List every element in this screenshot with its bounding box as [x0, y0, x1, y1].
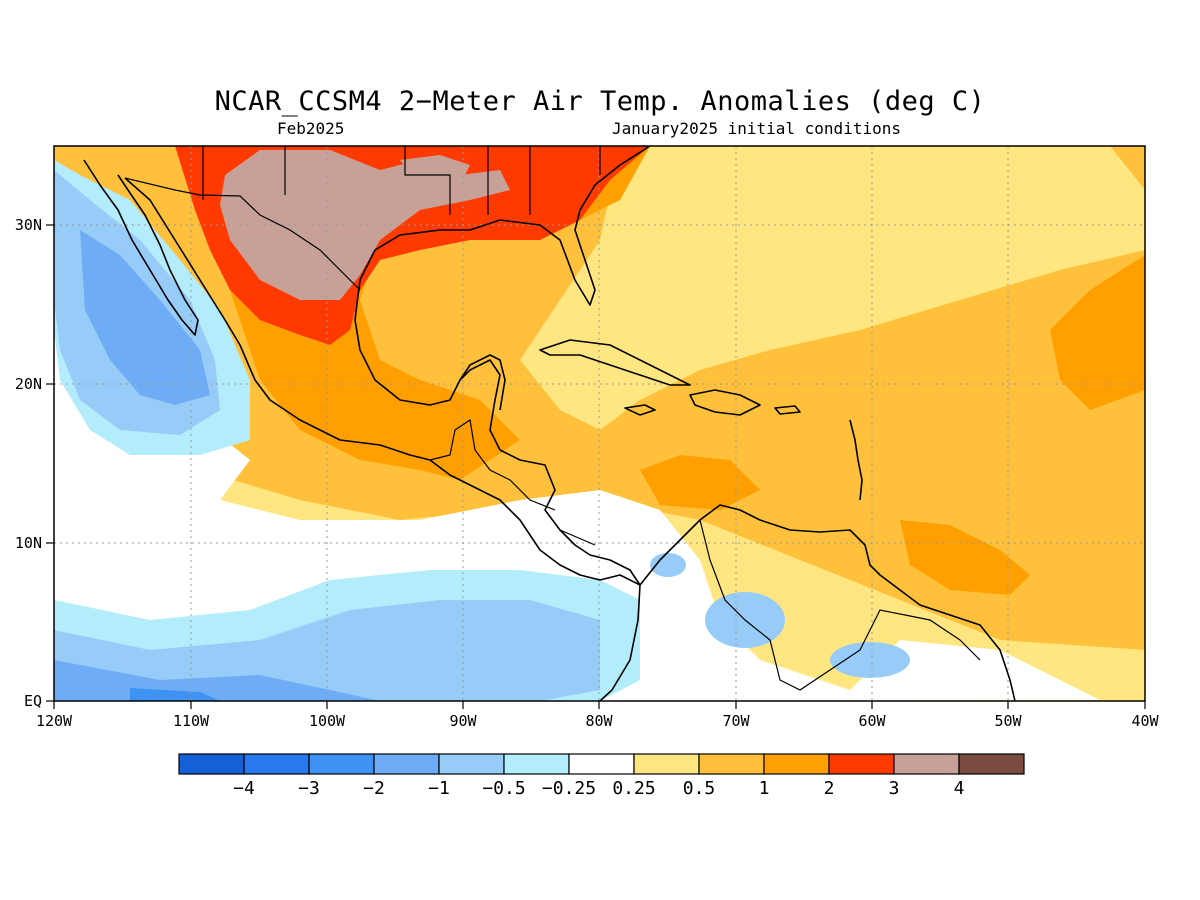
colorbar-label-5: −0.25 — [542, 778, 596, 799]
coast-gulf-mexico — [354, 146, 651, 451]
lon-label-90w: 90W — [449, 712, 477, 730]
lat-label-20n: 20N — [15, 375, 42, 393]
colorbar-label-0: −4 — [233, 778, 255, 799]
field-rose-texas — [220, 150, 510, 300]
colorbar-swatch-1 — [243, 753, 310, 775]
axis-ticks — [46, 224, 1146, 709]
colorbar-label-11: 4 — [954, 778, 965, 799]
lon-label-100w: 100W — [309, 712, 346, 730]
border-us-states — [202, 146, 601, 215]
lon-label-80w: 80W — [585, 712, 613, 730]
lat-label-10n: 10N — [15, 534, 42, 552]
coast-puerto-rico — [774, 405, 801, 415]
lon-label-120w: 120W — [36, 712, 73, 730]
colorbar-swatch-0 — [178, 753, 245, 775]
valid-month-label: Feb2025 — [277, 119, 345, 138]
colorbar-swatch-2 — [308, 753, 375, 775]
political-borders — [124, 146, 981, 691]
field-cool-core-2 — [130, 688, 220, 701]
field-light-yellow-north — [520, 146, 1145, 430]
colorbar-swatch-5 — [503, 753, 570, 775]
colorbar-label-9: 2 — [824, 778, 835, 799]
colorbar-label-8: 1 — [759, 778, 770, 799]
coast-baja-california — [83, 159, 199, 336]
anomaly-field — [54, 146, 1145, 701]
colorbar-label-4: −0.5 — [482, 778, 525, 799]
colorbar-swatch-10 — [828, 753, 895, 775]
colorbar-swatch-3 — [373, 753, 440, 775]
field-rose-east — [400, 155, 470, 185]
coast-hispaniola — [689, 389, 761, 416]
colorbar-swatch-9 — [763, 753, 830, 775]
colorbar-swatch-7 — [633, 753, 700, 775]
lon-label-40w: 40W — [1131, 712, 1159, 730]
lon-label-110w: 110W — [173, 712, 210, 730]
coast-cuba — [539, 339, 691, 386]
lon-label-60w: 60W — [858, 712, 886, 730]
field-cool-patch-panama — [650, 553, 686, 577]
coast-yucatan — [459, 354, 506, 411]
colorbar-swatch-4 — [438, 753, 505, 775]
lat-label-eq: EQ — [24, 692, 42, 710]
colorbar-label-10: 3 — [889, 778, 900, 799]
lon-label-70w: 70W — [722, 712, 750, 730]
colorbar-label-1: −3 — [298, 778, 320, 799]
field-orange-atlantic-south — [900, 520, 1030, 595]
lon-labels: 120W 110W 100W 90W 80W 70W 60W 50W 40W — [36, 712, 1160, 730]
colorbar-label-3: −1 — [428, 778, 450, 799]
colorbar-swatch-6 — [568, 753, 635, 775]
lat-label-30n: 30N — [15, 216, 42, 234]
graticule — [54, 146, 1145, 701]
colorbar-label-6: 0.25 — [612, 778, 655, 799]
lat-labels: 30N 20N 10N EQ — [15, 216, 42, 710]
border-south-america — [699, 519, 981, 691]
border-us-mexico — [124, 177, 361, 291]
coast-jamaica — [624, 404, 656, 416]
field-orange-caribbean — [640, 455, 760, 510]
border-central-america — [429, 418, 596, 546]
field-cool-patch-guyana — [830, 642, 910, 678]
coast-south-america-north — [639, 504, 1016, 701]
colorbar-label-7: 0.5 — [683, 778, 716, 799]
colorbar-swatch-11 — [893, 753, 960, 775]
init-conditions-label: January2025 initial conditions — [612, 119, 901, 138]
coast-lesser-antilles — [849, 419, 863, 501]
colorbar: −4 −3 −2 −1 −0.5 −0.25 0.25 0.5 1 2 3 4 — [178, 753, 1025, 799]
map-title: NCAR_CCSM4 2−Meter Air Temp. Anomalies (… — [214, 86, 986, 117]
lon-label-50w: 50W — [994, 712, 1022, 730]
coast-mexico-west — [124, 177, 641, 701]
colorbar-label-2: −2 — [363, 778, 385, 799]
colorbar-swatch-12 — [958, 753, 1025, 775]
field-orange-atlantic — [1050, 255, 1145, 410]
colorbar-swatch-8 — [698, 753, 765, 775]
field-cool-deep-1 — [80, 230, 210, 405]
